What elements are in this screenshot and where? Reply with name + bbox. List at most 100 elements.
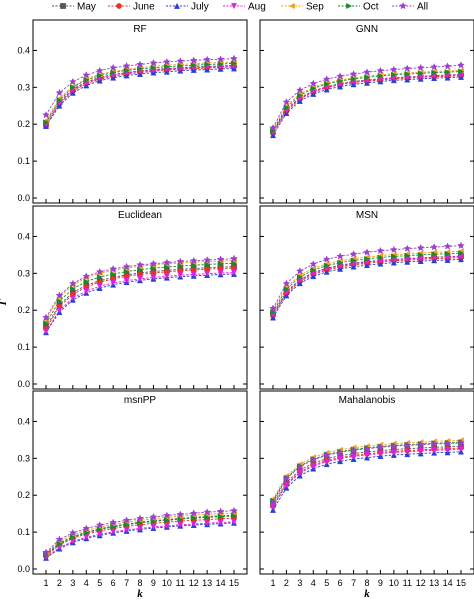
x-tick-label: 9	[378, 578, 383, 588]
data-point-rf-all	[216, 55, 225, 63]
data-point-euclidean-aug	[177, 272, 184, 279]
y-tick-label: 0.4	[17, 45, 30, 55]
data-point-gnn-oct	[350, 75, 357, 82]
data-point-msnpp-oct	[110, 523, 117, 530]
data-point-msnpp-oct	[150, 518, 157, 525]
series-line-rf-june	[45, 66, 235, 127]
x-tick-label: 10	[389, 578, 399, 588]
data-point-euclidean-aug	[217, 270, 224, 277]
data-point-gnn-oct	[364, 74, 371, 81]
x-tick-label: 2	[284, 578, 289, 588]
x-tick-label: 9	[151, 578, 156, 588]
data-point-euclidean-all	[69, 279, 77, 287]
x-tick-label: 5	[97, 578, 102, 588]
series-gnn-oct	[270, 68, 465, 134]
data-point-msnpp-oct	[70, 534, 77, 541]
data-point-euclidean-oct	[190, 262, 197, 269]
data-point-rf-all	[69, 77, 77, 86]
data-point-mahalanobis-all	[376, 443, 385, 451]
panel-title-mahalanobis: Mahalanobis	[339, 395, 396, 406]
y-axis-title: Γ	[0, 298, 9, 306]
data-point-msnpp-all	[122, 516, 131, 524]
x-tick-label: 6	[111, 578, 116, 588]
data-point-msnpp-oct	[190, 515, 197, 522]
data-point-euclidean-aug	[56, 307, 63, 314]
data-point-msnpp-aug	[204, 520, 211, 527]
y-tick-label: 0.0	[17, 564, 30, 574]
data-point-msnpp-all	[203, 508, 211, 516]
data-point-rf-all	[82, 71, 91, 79]
data-point-euclidean-all	[216, 255, 225, 263]
data-point-msn-oct	[417, 251, 424, 258]
data-point-rf-oct	[217, 61, 224, 68]
legend-label-sep: Sep	[306, 2, 324, 13]
data-point-mahalanobis-all	[282, 474, 291, 482]
data-point-gnn-all	[336, 72, 344, 80]
data-point-msnpp-aug	[217, 519, 224, 526]
series-mahalanobis-july	[269, 448, 465, 513]
data-point-mahalanobis-all	[322, 451, 331, 459]
data-point-rf-oct	[177, 62, 184, 69]
data-point-euclidean-aug	[204, 270, 211, 277]
data-point-gnn-oct	[337, 78, 344, 85]
data-point-msnpp-all	[82, 524, 91, 532]
data-point-gnn-all	[309, 79, 318, 87]
data-point-msn-all	[376, 246, 385, 255]
data-point-msn-all	[282, 279, 291, 287]
x-tick-label: 3	[297, 578, 302, 588]
data-point-mahalanobis-aug	[444, 446, 451, 454]
data-point-euclidean-all	[149, 259, 158, 268]
data-point-rf-oct	[96, 72, 103, 79]
series-rf-july	[42, 65, 238, 129]
data-point-msnpp-all	[230, 506, 238, 514]
series-line-mahalanobis-sep	[272, 439, 462, 500]
panel-frame-gnn	[259, 19, 474, 204]
x-tick-label: 12	[416, 578, 426, 588]
data-point-euclidean-oct	[177, 262, 184, 269]
panel-title-euclidean: Euclidean	[118, 210, 162, 221]
data-point-msnpp-aug	[230, 518, 238, 525]
data-point-gnn-oct	[417, 70, 424, 77]
data-point-mahalanobis-all	[443, 439, 452, 447]
panel-rf: RF 0.0 0.1 0.2 0.3 0.4	[17, 19, 248, 204]
data-point-msn-all	[416, 243, 425, 252]
panel-frame-euclidean	[32, 205, 248, 390]
data-point-msnpp-all	[149, 512, 158, 521]
x-tick-label: 1	[270, 578, 275, 588]
series-line-msnpp-aug	[45, 521, 235, 558]
data-point-msnpp-aug	[83, 534, 90, 541]
data-point-msn-oct	[297, 274, 304, 281]
series-msn-all	[269, 241, 465, 312]
legend-marker-aug	[230, 3, 238, 10]
data-point-msn-all	[349, 250, 358, 258]
y-tick-label: 0.2	[17, 305, 30, 315]
x-axis-title-right: k	[364, 588, 370, 600]
data-point-gnn-all	[430, 62, 438, 71]
data-point-mahalanobis-all	[363, 444, 371, 453]
legend-label-june: June	[133, 2, 155, 13]
data-point-euclidean-all	[176, 257, 185, 265]
data-point-mahalanobis-all	[403, 441, 412, 449]
data-point-euclidean-oct	[164, 264, 171, 271]
panel-euclidean: Euclidean 0.0 0.1 0.2 0.3 0.4	[17, 205, 248, 390]
legend-marker-july	[173, 2, 181, 9]
data-point-mahalanobis-aug	[296, 470, 303, 477]
data-point-euclidean-oct	[83, 278, 90, 285]
x-tick-label: 4	[311, 578, 316, 588]
data-point-gnn-all	[296, 86, 304, 94]
series-rf-all	[42, 54, 238, 119]
data-point-rf-oct	[150, 64, 157, 71]
data-point-msn-all	[322, 255, 331, 263]
data-point-gnn-all	[376, 66, 385, 75]
data-point-msnpp-all	[69, 528, 77, 537]
y-tick-label: 0.0	[17, 193, 30, 203]
data-point-rf-oct	[56, 97, 63, 104]
y-tick-label: 0.4	[17, 231, 30, 241]
data-point-msn-oct	[364, 255, 371, 262]
data-point-rf-oct	[110, 69, 117, 76]
x-tick-label: 13	[202, 578, 212, 588]
data-point-rf-all	[122, 61, 131, 70]
data-point-msnpp-oct	[217, 513, 224, 520]
data-point-msn-oct	[431, 251, 438, 258]
